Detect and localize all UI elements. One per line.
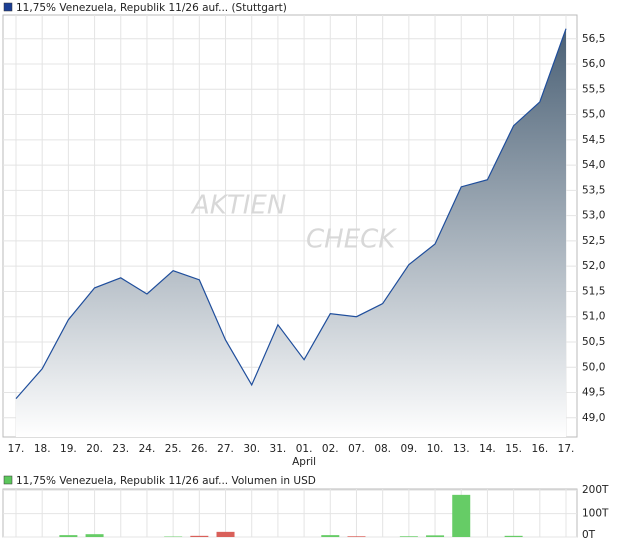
y-tick-label: 54,5 (582, 134, 605, 146)
volume-bar (190, 536, 208, 537)
x-tick-label: 26. (191, 443, 208, 455)
x-tick-label: 20. (86, 443, 103, 455)
x-tick-label: 17. (558, 443, 575, 455)
volume-bar (321, 535, 339, 537)
x-tick-label: 15. (505, 443, 522, 455)
x-tick-label: 25. (165, 443, 182, 455)
watermark: CHECK (306, 225, 397, 255)
x-tick-label: 24. (139, 443, 156, 455)
x-tick-label: 16. (531, 443, 548, 455)
x-tick-label: 13. (453, 443, 470, 455)
y-tick-label: 54,0 (582, 159, 605, 171)
y-tick-label: 53,5 (582, 184, 605, 196)
volume-bar (217, 532, 235, 537)
y-tick-label: 50,5 (582, 336, 605, 348)
legend-label: 11,75% Venezuela, Republik 11/26 auf... … (16, 475, 316, 487)
legend-swatch (4, 476, 12, 484)
watermark: AKTIEN (190, 191, 286, 221)
y-tick-label: 200T (582, 484, 609, 496)
volume-bar (59, 535, 77, 537)
y-tick-label: 53,0 (582, 210, 605, 222)
x-tick-label: 18. (34, 443, 51, 455)
y-tick-label: 55,5 (582, 83, 605, 95)
x-tick-label: 09. (401, 443, 418, 455)
x-tick-label: 10. (427, 443, 444, 455)
plot-area (3, 489, 577, 537)
x-tick-label: 14. (479, 443, 496, 455)
x-tick-label: 30. (243, 443, 260, 455)
y-tick-label: 56,0 (582, 58, 605, 70)
y-tick-label: 50,0 (582, 361, 605, 373)
volume-bar (400, 536, 418, 537)
y-tick-label: 56,5 (582, 33, 605, 45)
y-tick-label: 100T (582, 508, 609, 520)
y-tick-label: 52,5 (582, 235, 605, 247)
legend-swatch (4, 3, 12, 11)
volume-bar (347, 536, 365, 537)
x-tick-label: 19. (60, 443, 77, 455)
x-tick-label: 01. (296, 443, 313, 455)
volume-bar (505, 536, 523, 537)
x-month-label: April (292, 456, 316, 468)
y-tick-label: 55,0 (582, 109, 605, 121)
x-tick-label: 23. (112, 443, 129, 455)
x-tick-label: 02. (322, 443, 339, 455)
volume-bar (86, 534, 104, 537)
y-tick-label: 51,0 (582, 311, 605, 323)
y-tick-label: 49,5 (582, 387, 605, 399)
volume-bar (426, 535, 444, 537)
y-tick-label: 49,0 (582, 412, 605, 424)
y-tick-label: 52,0 (582, 260, 605, 272)
x-tick-label: 08. (374, 443, 391, 455)
y-tick-label: 51,5 (582, 285, 605, 297)
x-tick-label: 27. (217, 443, 234, 455)
volume-bar (452, 495, 470, 537)
y-tick-label: 0T (582, 529, 596, 541)
x-tick-label: 17. (8, 443, 25, 455)
legend-label: 11,75% Venezuela, Republik 11/26 auf... … (16, 2, 287, 14)
x-tick-label: 31. (270, 443, 287, 455)
x-tick-label: 07. (348, 443, 365, 455)
